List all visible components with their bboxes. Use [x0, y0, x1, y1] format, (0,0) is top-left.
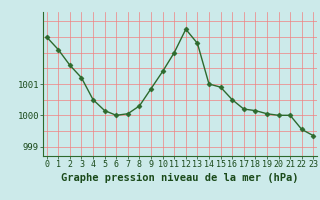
X-axis label: Graphe pression niveau de la mer (hPa): Graphe pression niveau de la mer (hPa)	[61, 173, 299, 183]
